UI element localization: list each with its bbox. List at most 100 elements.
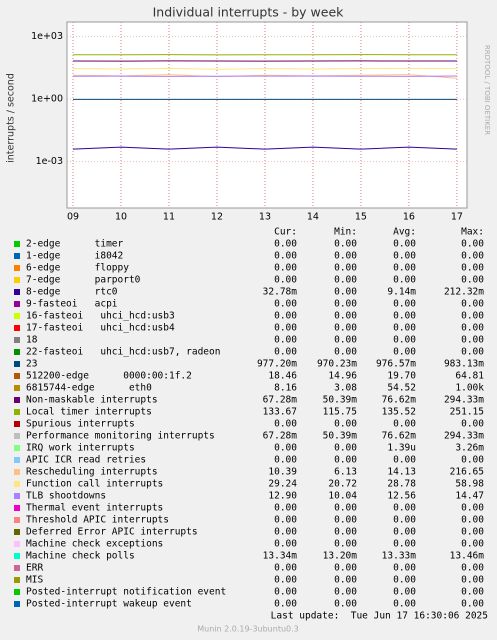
legend-swatch — [14, 457, 20, 463]
legend-value: 0.00 — [334, 599, 357, 610]
legend-value: 0.00 — [274, 311, 297, 322]
legend-value: 0.00 — [461, 239, 484, 250]
legend-swatch — [14, 445, 20, 451]
legend-value: 212.32m — [444, 287, 484, 298]
legend-value: 10.39 — [268, 467, 297, 478]
legend-label: TLB shootdowns — [26, 491, 106, 502]
legend-label: IRQ work interrupts — [26, 443, 135, 454]
legend-value: 983.13m — [444, 359, 484, 370]
legend-value: 0.00 — [393, 419, 416, 430]
legend-label: 22-fasteoi uhci_hcd:usb7, radeon — [26, 347, 220, 358]
legend-label: 8-edge rtc0 — [26, 287, 118, 298]
legend-swatch — [14, 589, 20, 595]
legend-value: 29.24 — [268, 479, 297, 490]
legend-value: 0.00 — [461, 587, 484, 598]
legend-value: 0.00 — [334, 527, 357, 538]
x-tick-label: 17 — [451, 212, 463, 223]
legend-value: 970.23m — [317, 359, 357, 370]
legend-value: 0.00 — [461, 251, 484, 262]
legend-value: 0.00 — [461, 563, 484, 574]
legend-swatch — [14, 577, 20, 583]
column-header: Avg: — [393, 227, 416, 238]
legend-value: 0.00 — [274, 251, 297, 262]
legend-value: 0.00 — [393, 515, 416, 526]
legend-value: 0.00 — [274, 563, 297, 574]
legend-value: 13.20m — [323, 551, 358, 562]
column-header: Cur: — [274, 227, 297, 238]
legend-value: 0.00 — [274, 443, 297, 454]
legend-value: 12.90 — [268, 491, 297, 502]
legend-label: Spurious interrupts — [26, 419, 135, 430]
legend-label: Non-maskable interrupts — [26, 395, 158, 406]
y-tick-label: 1e+03 — [31, 31, 63, 42]
y-tick-label: 1e+00 — [31, 94, 63, 105]
legend-label: 512200-edge 0000:00:1f.2 — [26, 371, 192, 382]
legend-value: 0.00 — [393, 527, 416, 538]
legend-value: 8.16 — [274, 383, 297, 394]
x-tick-label: 14 — [307, 212, 319, 223]
legend-value: 0.00 — [334, 587, 357, 598]
legend-value: 1.00k — [455, 383, 484, 394]
legend-swatch — [14, 265, 20, 271]
legend-swatch — [14, 517, 20, 523]
legend-value: 0.00 — [461, 275, 484, 286]
legend-swatch — [14, 481, 20, 487]
legend-value: 0.00 — [393, 575, 416, 586]
legend-value: 0.00 — [461, 539, 484, 550]
legend-label: 1-edge i8042 — [26, 251, 123, 262]
series-line — [72, 67, 457, 70]
legend-label: Local timer interrupts — [26, 407, 152, 418]
legend-value: 10.04 — [328, 491, 357, 502]
legend-label: APIC ICR read retries — [26, 455, 146, 466]
legend-value: 0.00 — [334, 263, 357, 274]
x-tick-label: 10 — [115, 212, 127, 223]
legend-swatch — [14, 565, 20, 571]
legend-swatch — [14, 337, 20, 343]
legend-value: 0.00 — [334, 323, 357, 334]
plot-border — [66, 21, 468, 209]
legend-value: 50.39m — [323, 395, 358, 406]
legend-value: 0.00 — [274, 455, 297, 466]
legend-value: 0.00 — [393, 263, 416, 274]
legend-value: 0.00 — [461, 503, 484, 514]
legend-swatch — [14, 289, 20, 295]
legend-value: 0.00 — [393, 239, 416, 250]
column-header: Max: — [461, 227, 484, 238]
legend-value: 0.00 — [274, 419, 297, 430]
legend-label: 18 — [26, 335, 38, 346]
x-tick-label: 12 — [211, 212, 223, 223]
legend-label: Performance monitoring interrupts — [26, 431, 215, 442]
legend-value: 1.39u — [387, 443, 416, 454]
legend-swatch — [14, 433, 20, 439]
legend-value: 0.00 — [334, 539, 357, 550]
legend-value: 19.70 — [387, 371, 416, 382]
legend-value: 0.00 — [461, 335, 484, 346]
legend-value: 18.46 — [268, 371, 297, 382]
legend-value: 0.00 — [393, 587, 416, 598]
legend-value: 64.81 — [455, 371, 484, 382]
legend-value: 0.00 — [274, 503, 297, 514]
legend-label: MIS — [26, 575, 43, 586]
legend-label: Thermal event interrupts — [26, 503, 163, 514]
legend-value: 13.33m — [382, 551, 417, 562]
legend-value: 0.00 — [334, 335, 357, 346]
legend-swatch — [14, 397, 20, 403]
legend-value: 133.67 — [263, 407, 297, 418]
legend-value: 13.34m — [263, 551, 298, 562]
version: Munin 2.0.19-3ubuntu0.3 — [197, 625, 299, 634]
legend-label: Machine check polls — [26, 551, 135, 562]
legend-label: Posted-interrupt wakeup event — [26, 599, 192, 610]
legend-value: 9.14m — [387, 287, 416, 298]
legend-value: 14.96 — [328, 371, 357, 382]
legend-value: 294.33m — [444, 431, 484, 442]
legend-value: 0.00 — [274, 347, 297, 358]
legend-value: 0.00 — [393, 347, 416, 358]
legend-value: 0.00 — [274, 335, 297, 346]
legend-value: 67.28m — [263, 395, 298, 406]
side-label: RRDTOOL / TOBI OETIKER — [483, 45, 491, 135]
legend-value: 0.00 — [461, 599, 484, 610]
legend-value: 0.00 — [274, 515, 297, 526]
legend-value: 6.13 — [334, 467, 357, 478]
legend-label: 23 — [26, 359, 37, 370]
legend-label: 9-fasteoi acpi — [26, 299, 118, 310]
